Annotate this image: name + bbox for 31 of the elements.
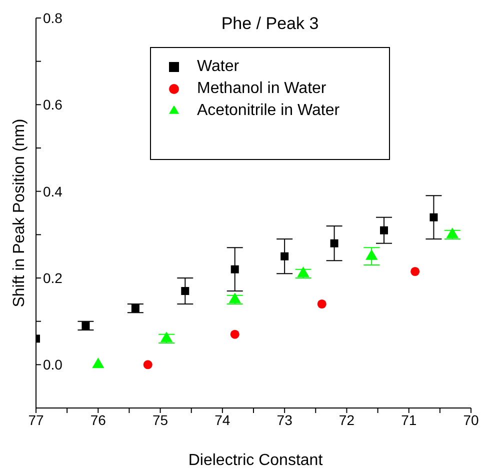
point (181, 287, 190, 295)
point (317, 299, 326, 309)
y-axis-title: Shift in Peak Position (nm) (11, 118, 29, 308)
point (410, 266, 420, 276)
legend-label: Water (197, 58, 240, 75)
x-tick-label: 73 (276, 412, 293, 428)
y-tick-label: 0.0 (43, 356, 63, 373)
point (380, 226, 388, 234)
y-tick-label: 0.8 (43, 10, 63, 26)
point (230, 265, 239, 274)
point (330, 239, 338, 248)
x-tick-label: 72 (338, 412, 355, 428)
x-tick-label: 70 (463, 412, 479, 428)
point (143, 360, 152, 370)
x-tick-label: 76 (90, 412, 106, 428)
y-tick-label: 0.6 (43, 96, 63, 113)
legend-label: Methanol in Water (197, 80, 326, 97)
x-tick-label: 74 (214, 412, 230, 428)
x-axis-title: Dielectric Constant (187, 452, 324, 470)
point (430, 213, 438, 222)
y-tick-label: 0.4 (43, 183, 63, 200)
point (230, 330, 240, 339)
point (82, 322, 90, 330)
x-tick-label: 77 (28, 412, 44, 428)
x-tick-label: 71 (401, 412, 417, 428)
x-tick-label: 75 (152, 412, 168, 428)
legend-label: Acetonitrile in Water (197, 102, 340, 119)
y-tick-label: 0.2 (43, 270, 63, 286)
point (131, 304, 140, 312)
chart-title: Phe / Peak 3 (220, 14, 320, 34)
point (280, 252, 289, 260)
